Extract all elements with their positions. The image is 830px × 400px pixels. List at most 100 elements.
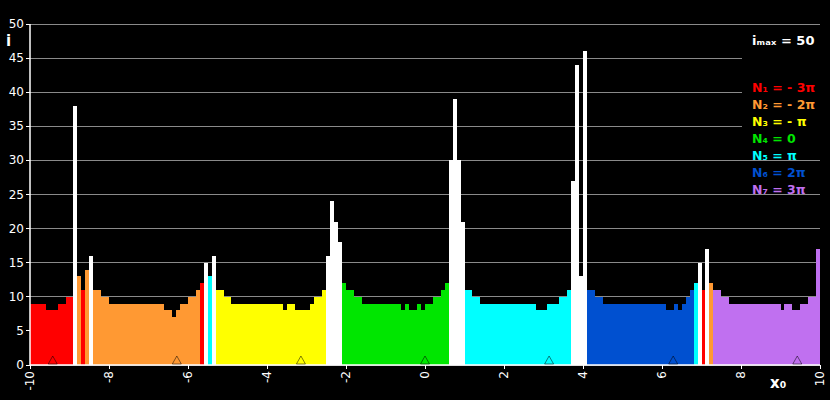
bar — [366, 304, 370, 365]
bar — [70, 297, 74, 365]
grid-line — [30, 92, 820, 93]
bar — [303, 310, 307, 365]
x-tick — [741, 365, 742, 369]
bar — [417, 304, 421, 365]
bar — [453, 99, 457, 365]
x-tick — [346, 365, 347, 369]
x-tick-label: -8 — [102, 371, 116, 383]
bar — [397, 304, 401, 365]
bar — [784, 304, 788, 365]
bar — [121, 304, 125, 365]
bar — [559, 297, 563, 365]
legend-entry: N₂ = - 2π — [752, 97, 815, 112]
bar — [239, 304, 243, 365]
y-axis — [29, 24, 31, 365]
legend-background — [742, 26, 826, 142]
bar — [137, 304, 141, 365]
bar — [516, 304, 520, 365]
x-tick — [30, 365, 31, 369]
bar — [575, 65, 579, 365]
x-tick — [662, 365, 663, 369]
y-axis-label: i — [6, 32, 11, 50]
bar — [358, 297, 362, 365]
bar — [188, 297, 192, 365]
legend: iₘₐₓ = 50N₁ = - 3πN₂ = - 2πN₃ = - πN₄ = … — [742, 26, 826, 197]
bar — [634, 304, 638, 365]
bar — [484, 304, 488, 365]
bar — [307, 310, 311, 365]
bar — [393, 304, 397, 365]
bar — [623, 304, 627, 365]
bar — [413, 310, 417, 365]
bar — [425, 304, 429, 365]
chart: 05101520253035404550-10-8-6-4-20246810ix… — [0, 0, 830, 400]
x-tick-label: 10 — [813, 371, 827, 386]
bar — [97, 290, 101, 365]
bar — [587, 290, 591, 365]
bar — [216, 290, 220, 365]
bar — [46, 310, 50, 365]
bar — [180, 304, 184, 365]
legend-entry: N₆ = 2π — [752, 165, 806, 180]
bar — [595, 297, 599, 365]
bar — [192, 297, 196, 365]
bar — [73, 106, 77, 365]
bar — [156, 304, 160, 365]
bar — [781, 310, 785, 365]
bar — [251, 304, 255, 365]
grid-line — [30, 126, 820, 127]
bar — [702, 290, 706, 365]
bar — [125, 304, 129, 365]
bar — [224, 297, 228, 365]
bar — [662, 304, 666, 365]
bar — [89, 256, 93, 365]
bar — [287, 304, 291, 365]
bar — [334, 222, 338, 365]
bar — [196, 290, 200, 365]
bar — [694, 283, 698, 365]
bar — [401, 310, 405, 365]
x-tick — [425, 365, 426, 369]
bar — [504, 304, 508, 365]
bar — [540, 310, 544, 365]
bar — [721, 297, 725, 365]
bar — [141, 304, 145, 365]
bar — [231, 304, 235, 365]
bar — [524, 304, 528, 365]
bar — [62, 304, 66, 365]
bars — [30, 51, 820, 365]
grid-line — [30, 58, 820, 59]
bar — [512, 304, 516, 365]
bar — [275, 304, 279, 365]
bar — [536, 310, 540, 365]
bar — [259, 304, 263, 365]
bar — [164, 310, 168, 365]
bar — [66, 297, 70, 365]
annotation: iₘₐₓ = 50 — [752, 33, 814, 48]
bar — [382, 304, 386, 365]
bar — [753, 304, 757, 365]
bar — [769, 304, 773, 365]
bar — [247, 304, 251, 365]
y-tick-label: 0 — [16, 358, 24, 372]
bar — [346, 290, 350, 365]
bar — [117, 304, 121, 365]
x-tick-label: -6 — [181, 371, 195, 383]
bar — [374, 304, 378, 365]
bar — [457, 160, 461, 365]
root-marker — [793, 356, 802, 364]
bar — [208, 276, 212, 365]
bar — [445, 283, 449, 365]
bar — [461, 222, 465, 365]
x-tick-label: 0 — [418, 371, 432, 379]
x-tick-label: -10 — [23, 371, 37, 391]
y-tick-label: 50 — [9, 17, 24, 31]
bar — [611, 304, 615, 365]
root-marker — [48, 356, 57, 364]
bar — [228, 297, 232, 365]
bar — [93, 290, 97, 365]
bar — [58, 304, 62, 365]
bar — [532, 304, 536, 365]
bar — [295, 310, 299, 365]
bar — [263, 304, 267, 365]
